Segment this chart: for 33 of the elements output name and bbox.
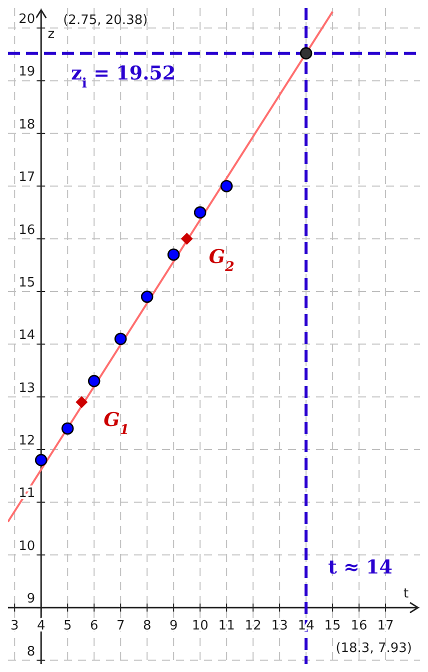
x-tick-label: 8	[142, 618, 152, 634]
y-tick-label: 13	[18, 380, 36, 396]
y-tick-label: 12	[18, 434, 36, 449]
x-tick-label: 10	[192, 618, 208, 634]
x-tick-label: 6	[90, 618, 98, 634]
series-label: G$_{2}$	[208, 246, 234, 274]
x-tick-label: 12	[244, 618, 262, 634]
x-tick-label: 5	[63, 618, 72, 634]
annotation: (2.75, 20.38)	[63, 13, 148, 28]
y-tick-label: 14	[18, 328, 36, 344]
x-tick-label: 3	[10, 618, 19, 634]
y-tick-label: 19	[18, 64, 36, 80]
y-tick-label: 17	[18, 170, 36, 186]
y-tick-label: 10	[18, 538, 36, 554]
x-tick-label: 9	[169, 618, 178, 634]
y-tick-label: 15	[18, 275, 36, 290]
x-tick-label: 16	[350, 618, 368, 634]
x-tick-label: 7	[116, 618, 125, 634]
y-tick-label: 8	[26, 644, 36, 660]
x-tick-label: 15	[324, 618, 341, 634]
x-tick-label: 11	[218, 618, 235, 634]
y-axis-title: z	[48, 27, 55, 42]
ref-line-label: z$_{i}$ = 19.52	[71, 62, 176, 91]
x-tick-label: 17	[377, 618, 394, 634]
y-tick-label: 20	[18, 12, 36, 28]
ref-line-label: t ≈ 14	[328, 556, 392, 579]
y-tick-label: 16	[18, 222, 36, 238]
y-tick-label: 9	[26, 592, 36, 607]
x-axis-title: t	[403, 586, 409, 602]
y-tick-label: 18	[18, 117, 36, 132]
annotation: (18.3, 7.93)	[336, 641, 412, 656]
series-label: G$_{1}$	[104, 409, 130, 438]
x-tick-label: 13	[271, 618, 288, 634]
